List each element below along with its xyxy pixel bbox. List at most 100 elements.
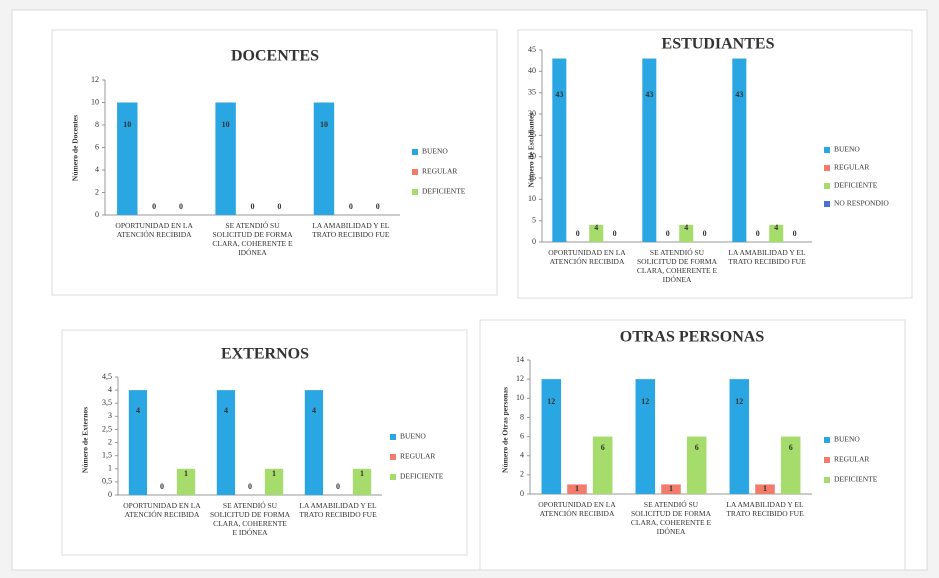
y-tick-label: 8: [520, 412, 524, 421]
y-tick-label: 4: [108, 385, 112, 394]
y-tick-label: 3,5: [102, 398, 112, 407]
y-tick-label: 20: [528, 151, 536, 160]
y-tick-label: 0: [532, 237, 536, 246]
y-tick-label: 2: [95, 187, 99, 196]
legend-swatch: [824, 201, 830, 207]
bar: [552, 58, 567, 243]
x-tick-label: OPORTUNIDAD EN LA ATENCIÓN RECIBIDA: [548, 248, 626, 266]
data-label: 0: [349, 202, 353, 211]
bar: [679, 224, 694, 242]
data-label: 6: [695, 443, 699, 452]
data-label: 0: [179, 202, 183, 211]
legend-swatch: [824, 183, 830, 189]
y-tick-label: 35: [528, 87, 536, 96]
y-tick-label: 6: [95, 142, 99, 151]
legend-swatch: [412, 169, 418, 175]
y-tick-label: 2: [520, 470, 524, 479]
bar: [635, 379, 656, 494]
bar: [592, 436, 613, 494]
legend-swatch: [390, 454, 396, 460]
data-label: 4: [224, 406, 228, 415]
x-tick-label-box: LA AMABILIDAD Y EL TRATO RECIBIDO FUE: [728, 248, 805, 266]
x-tick-label-box: SE ATENDIÓ SU SOLICITUD DE FORMA CLARA, …: [631, 500, 711, 536]
legend-swatch: [824, 437, 830, 443]
legend-label: NO RESPONDIO: [834, 199, 889, 208]
data-label: 4: [136, 406, 140, 415]
data-label: 1: [184, 469, 188, 478]
data-label: 0: [376, 202, 380, 211]
data-label: 4: [594, 223, 598, 232]
y-tick-label: 2,5: [102, 424, 112, 433]
data-label: 1: [763, 484, 767, 493]
bar: [304, 390, 324, 495]
data-label: 12: [641, 397, 649, 406]
legend-swatch: [390, 474, 396, 480]
data-label: 6: [601, 443, 605, 452]
y-tick-label: 40: [528, 66, 536, 75]
bar: [117, 102, 138, 215]
y-tick-label: 15: [528, 173, 536, 182]
x-tick-label: OPORTUNIDAD EN LA ATENCIÓN RECIBIDA: [115, 221, 193, 239]
y-axis-label: Número de Estudiantes: [527, 112, 536, 187]
legend-swatch: [412, 149, 418, 155]
y-tick-label: 14: [516, 355, 524, 364]
legend-swatch: [824, 165, 830, 171]
legend-swatch: [824, 477, 830, 483]
data-label: 10: [320, 120, 328, 129]
data-label: 12: [547, 397, 555, 406]
legend-swatch: [824, 457, 830, 463]
legend-label: REGULAR: [422, 167, 457, 176]
data-label: 4: [312, 406, 316, 415]
chart-title: ESTUDIANTES: [662, 36, 775, 53]
x-tick-label: OPORTUNIDAD EN LA ATENCIÓN RECIBIDA: [538, 500, 616, 518]
x-tick-label: LA AMABILIDAD Y EL TRATO RECIBIDO FUE: [312, 221, 390, 239]
x-tick-label-box: SE ATENDIÓ SU SOLICITUD DE FORMA CLARA, …: [210, 501, 290, 537]
y-tick-label: 4,5: [102, 372, 112, 381]
y-tick-label: 45: [528, 45, 536, 54]
data-label: 0: [576, 229, 580, 238]
x-tick-label-box: SE ATENDIÓ SU SOLICITUD DE FORMA CLARA, …: [637, 248, 717, 284]
data-label: 0: [277, 202, 281, 211]
y-tick-label: 4: [95, 165, 99, 174]
y-tick-label: 10: [528, 194, 536, 203]
legend-label: DEFICIENTE: [400, 472, 444, 481]
bar: [176, 468, 196, 495]
legend-swatch: [390, 434, 396, 440]
x-tick-label-box: LA AMABILIDAD Y EL TRATO RECIBIDO FUE: [726, 500, 804, 518]
x-tick-label-box: LA AMABILIDAD Y EL TRATO RECIBIDO FUE: [312, 221, 390, 239]
y-tick-label: 5: [532, 215, 536, 224]
data-label: 12: [735, 397, 743, 406]
legend-label: REGULAR: [834, 163, 869, 172]
x-tick-label: LA AMABILIDAD Y EL TRATO RECIBIDO FUE: [299, 501, 377, 519]
x-tick-label-box: OPORTUNIDAD EN LA ATENCIÓN RECIBIDA: [548, 248, 626, 266]
y-tick-label: 25: [528, 130, 536, 139]
bar: [686, 436, 707, 494]
bar: [769, 224, 784, 242]
legend-label: DEFICIENTE: [834, 475, 878, 484]
chart-title: OTRAS PERSONAS: [620, 329, 765, 346]
y-tick-label: 10: [91, 97, 99, 106]
legend-label: BUENO: [834, 435, 860, 444]
y-tick-label: 3: [108, 411, 112, 420]
data-label: 0: [793, 229, 797, 238]
legend-label: DEFICIENTE: [422, 187, 466, 196]
x-tick-label-box: LA AMABILIDAD Y EL TRATO RECIBIDO FUE: [299, 501, 377, 519]
data-label: 0: [756, 229, 760, 238]
x-tick-label-box: SE ATENDIÓ SU SOLICITUD DE FORMA CLARA, …: [212, 221, 292, 257]
x-tick-label: OPORTUNIDAD EN LA ATENCIÓN RECIBIDA: [123, 501, 201, 519]
chart-frame: [517, 29, 913, 299]
legend-label: BUENO: [834, 145, 860, 154]
y-tick-label: 30: [528, 109, 536, 118]
data-label: 0: [703, 229, 707, 238]
chart-title: EXTERNOS: [221, 346, 309, 363]
x-tick-label: LA AMABILIDAD Y EL TRATO RECIBIDO FUE: [726, 500, 804, 518]
data-label: 0: [666, 229, 670, 238]
data-label: 1: [272, 469, 276, 478]
bar: [589, 224, 604, 242]
data-label: 0: [152, 202, 156, 211]
bar: [642, 58, 657, 243]
data-label: 0: [336, 482, 340, 491]
data-label: 10: [123, 120, 131, 129]
bar: [215, 102, 236, 215]
data-label: 4: [684, 223, 688, 232]
